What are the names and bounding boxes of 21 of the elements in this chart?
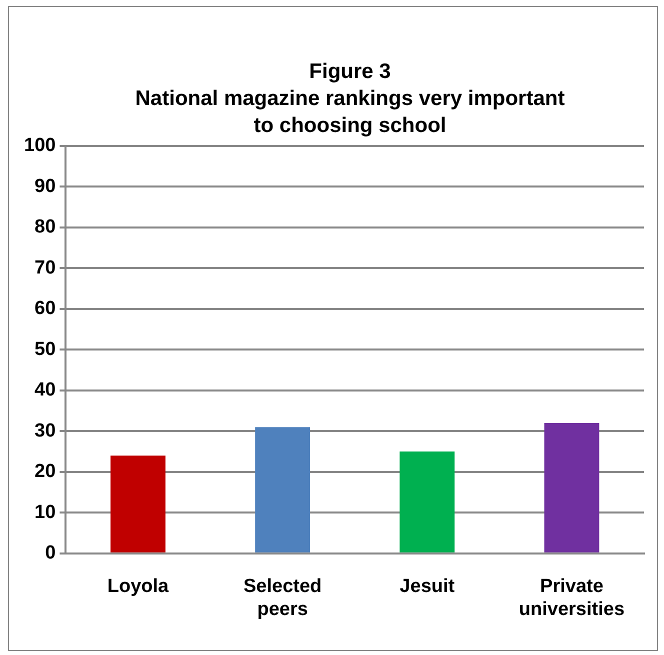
y-tick-label: 50 xyxy=(34,338,56,360)
y-tick-label: 70 xyxy=(34,257,56,278)
y-tick-label: 40 xyxy=(34,380,56,401)
y-tick-label: 90 xyxy=(34,176,56,197)
y-tick-label: 80 xyxy=(34,216,56,238)
y-tick-label: 30 xyxy=(34,420,56,442)
y-tick-label: 100 xyxy=(24,135,56,156)
chart-subtitle: National magazine rankings very important to choosing school xyxy=(134,86,566,139)
x-tick-label: Loyola xyxy=(107,576,170,598)
x-tick-label: Selected peers xyxy=(243,576,322,620)
y-tick-label: 0 xyxy=(45,542,56,564)
bar xyxy=(110,456,166,552)
bar xyxy=(255,427,310,552)
x-tick-label: Private universities xyxy=(518,576,625,620)
x-tick-label: Jesuit xyxy=(400,576,456,598)
bar xyxy=(400,452,455,552)
chart-title: Figure 3 xyxy=(308,59,392,85)
y-tick-label: 20 xyxy=(34,461,56,482)
y-tick-label: 10 xyxy=(34,502,56,523)
bar xyxy=(544,423,600,552)
y-tick-label: 60 xyxy=(34,298,56,320)
